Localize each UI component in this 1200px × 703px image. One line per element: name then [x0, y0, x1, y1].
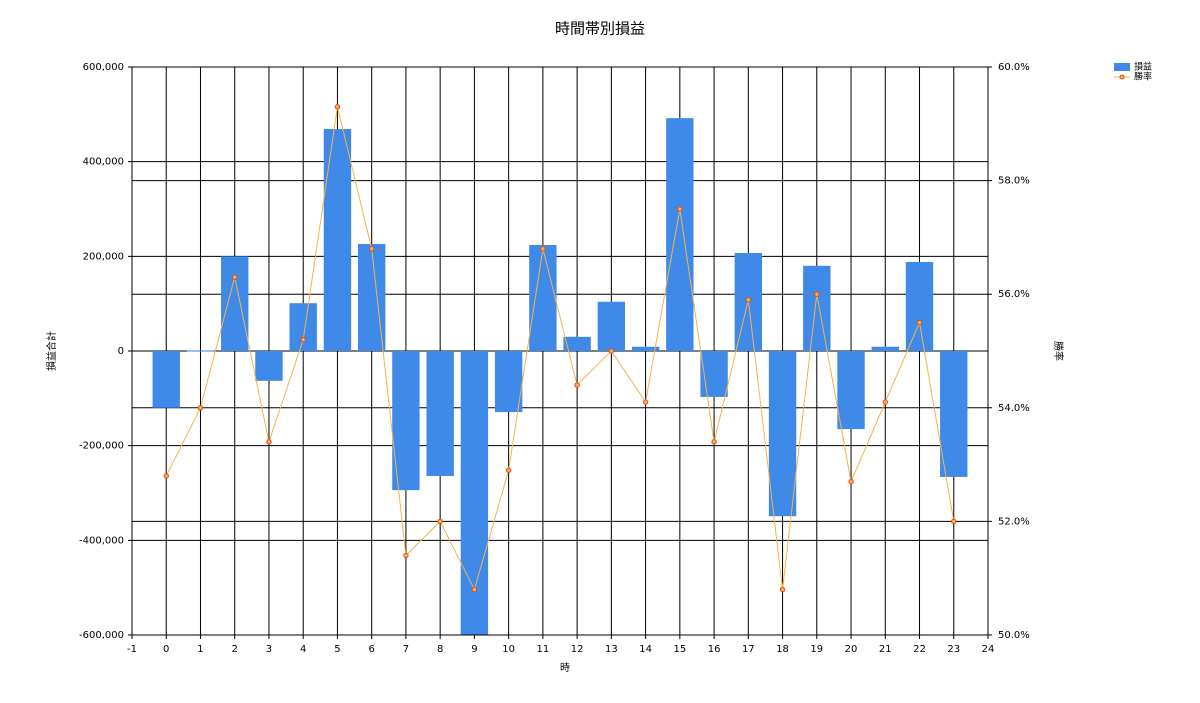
marker — [711, 439, 717, 445]
bar — [152, 351, 180, 408]
marker — [334, 104, 341, 110]
marker — [745, 297, 752, 303]
x-tick-label: 12 — [571, 644, 584, 655]
marker — [437, 518, 443, 525]
bar — [700, 351, 728, 397]
x-tick-label: 7 — [403, 644, 409, 655]
x-tick-label: 19 — [810, 644, 823, 655]
line — [165, 106, 955, 591]
x-tick-label: 13 — [605, 644, 618, 655]
x-tick-label: 11 — [537, 644, 550, 655]
bar — [323, 129, 352, 351]
x-tick-label: 2 — [232, 644, 238, 655]
x-tick-label: 15 — [673, 644, 686, 655]
x-tick-label: 9 — [471, 644, 477, 655]
x-tick-label: 1 — [197, 644, 203, 655]
bar — [186, 350, 215, 352]
bar — [494, 351, 523, 413]
bar — [597, 301, 626, 351]
bar — [289, 303, 317, 351]
marker — [368, 246, 375, 252]
legend-swatch — [1114, 63, 1130, 71]
y2-tick-label: 50.0% — [998, 630, 1030, 641]
bar — [837, 351, 865, 430]
marker — [848, 478, 854, 485]
y2-axis-title: 勝率 — [1052, 341, 1065, 361]
bar — [940, 351, 968, 477]
x-tick-label: 6 — [368, 644, 374, 655]
bar — [905, 262, 934, 351]
bar — [529, 244, 557, 351]
y2-tick-label: 58.0% — [998, 176, 1030, 187]
bar — [255, 351, 283, 381]
y-tick-label: 600,000 — [83, 62, 124, 73]
y2-tick-label: 60.0% — [998, 62, 1030, 73]
marker — [814, 291, 820, 297]
bar — [460, 351, 489, 635]
y-tick-label: -600,000 — [79, 630, 124, 641]
legend-label: 勝率 — [1134, 71, 1152, 83]
x-tick-label: 16 — [708, 644, 721, 655]
marker — [163, 473, 169, 479]
marker — [403, 552, 409, 559]
x-tick-label: 10 — [502, 644, 515, 655]
y-tick-label: 0 — [118, 346, 124, 357]
x-tick-label: 18 — [776, 644, 789, 655]
x-tick-label: 14 — [639, 644, 652, 655]
marker — [677, 206, 683, 212]
marker — [574, 382, 580, 388]
marker — [608, 348, 615, 354]
marker — [916, 319, 923, 326]
x-tick-label: 20 — [845, 644, 858, 655]
marker — [540, 246, 546, 252]
marker — [882, 399, 888, 405]
bar — [803, 265, 831, 351]
chart-title: 時間帯別損益 — [555, 20, 645, 38]
bar — [392, 351, 420, 491]
bar — [666, 118, 694, 352]
y-tick-label: -200,000 — [79, 441, 124, 452]
x-tick-label: 24 — [982, 644, 995, 655]
marker — [300, 336, 306, 343]
y2-tick-label: 52.0% — [998, 516, 1030, 527]
y-tick-label: -400,000 — [79, 535, 124, 546]
x-tick-label: 22 — [913, 644, 926, 655]
marker — [266, 439, 272, 445]
bar — [221, 256, 249, 351]
marker — [505, 467, 512, 473]
x-tick-label: 21 — [879, 644, 892, 655]
x-tick-label: 0 — [163, 644, 169, 655]
legend-swatch — [1119, 74, 1125, 80]
x-tick-label: 8 — [437, 644, 443, 655]
bar — [631, 346, 660, 351]
x-axis-title: 時 — [560, 662, 570, 674]
y-tick-label: 400,000 — [83, 157, 124, 168]
y2-tick-label: 56.0% — [998, 289, 1030, 300]
marker — [779, 586, 786, 593]
bar — [871, 346, 899, 351]
x-tick-label: 5 — [334, 644, 340, 655]
x-tick-label: 23 — [947, 644, 960, 655]
marker — [471, 586, 478, 593]
y2-tick-label: 54.0% — [998, 403, 1030, 414]
bar — [563, 336, 591, 351]
marker — [951, 518, 957, 525]
legend-label: 損益 — [1134, 61, 1152, 73]
x-tick-label: 4 — [300, 644, 306, 655]
bar — [426, 351, 454, 476]
y-tick-label: 200,000 — [83, 251, 124, 262]
x-tick-label: -1 — [127, 644, 137, 655]
marker — [232, 274, 238, 280]
y-axis-title: 損益合計 — [45, 331, 58, 371]
x-tick-label: 3 — [266, 644, 272, 655]
marker — [642, 399, 649, 405]
marker — [197, 405, 204, 411]
x-tick-label: 17 — [742, 644, 755, 655]
bar — [768, 351, 797, 517]
